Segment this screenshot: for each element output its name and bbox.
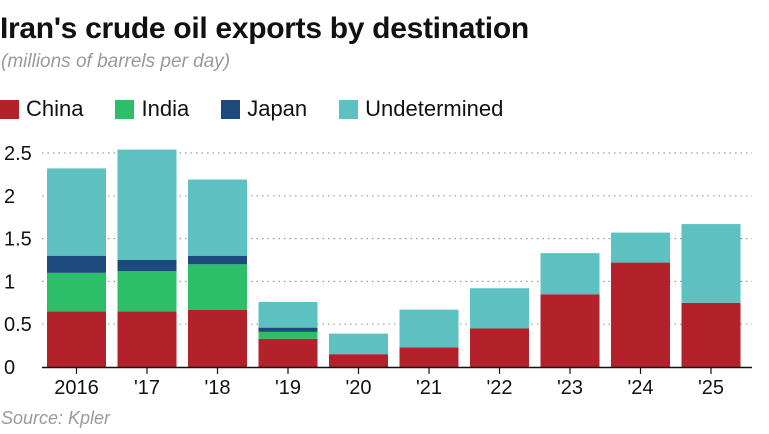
bar-segment-china [399,347,459,367]
bar-stack [540,253,600,367]
bar-segment-undetermined [329,333,388,355]
bar-segment-india [47,272,106,312]
legend-item-undetermined: Undetermined [339,96,503,122]
bars [47,149,741,367]
bar-stack [470,288,529,367]
bar-stack [258,301,318,367]
x-tick-label: '18 [204,377,230,399]
bar-stack [329,333,388,367]
x-tick-label: '17 [134,377,160,399]
legend-item-japan: Japan [221,96,307,122]
y-axis-ticks: 0 0.5 1 1.5 2 2.5 [4,143,32,379]
legend-item-india: India [115,96,189,122]
bar-segment-undetermined [399,309,459,348]
legend-swatch-china [0,99,19,119]
bar-segment-undetermined [117,149,177,260]
x-tick-label: 2016 [54,377,99,399]
legend-label-china: China [26,96,84,121]
bar-segment-china [117,311,177,367]
legend-label-undetermined: Undetermined [365,96,504,121]
legend-label-india: India [141,96,190,121]
x-tick-label: '24 [627,377,653,399]
legend-swatch-undetermined [339,99,359,119]
y-tick-label: 2 [4,186,15,208]
bar-segment-china [258,338,318,367]
bar-segment-undetermined [47,168,106,256]
bar-segment-japan [188,255,247,265]
bar-stack [47,168,106,367]
bar-segment-japan [47,255,106,273]
bar-segment-undetermined [258,301,318,328]
legend-swatch-india [115,99,135,119]
y-tick-label: 2.5 [4,143,32,165]
y-tick-label: 1.5 [4,229,32,251]
bar-segment-undetermined [681,224,741,303]
bar-segment-china [47,311,106,367]
x-tick-label: '25 [698,377,724,399]
bar-stack [611,232,670,367]
source-note: Source: Kpler [1,408,111,428]
y-tick-label: 1 [4,271,15,293]
bar-segment-china [188,309,247,367]
x-tick-label: '23 [557,377,583,399]
bar-segment-china [329,354,388,367]
bar-segment-undetermined [188,179,247,256]
x-axis-ticks: 2016 '17 '18 '19 '20 '21 '22 '23 '24 '25 [42,366,752,399]
legend: China India Japan Undetermined [0,96,503,122]
x-tick-label: '19 [275,377,301,399]
x-tick-label: '20 [345,377,371,399]
bar-stack [681,224,741,367]
legend-swatch-japan [221,99,241,119]
bar-segment-india [258,331,318,339]
bar-segment-india [188,264,247,310]
chart-title: Iran's crude oil exports by destination [0,12,529,45]
bar-segment-china [470,328,529,367]
chart-subtitle: (millions of barrels per day) [1,51,231,72]
y-tick-label: 0.5 [4,314,32,336]
bar-segment-china [611,262,670,367]
x-tick-label: '22 [486,377,512,399]
bar-segment-undetermined [470,288,529,329]
bar-stack [188,179,247,367]
bar-stack [399,309,459,367]
bar-segment-undetermined [540,253,600,295]
bar-segment-japan [117,260,177,272]
bar-segment-india [117,271,177,312]
bar-segment-undetermined [611,232,670,263]
bar-segment-japan [258,327,318,332]
legend-item-china: China [0,96,83,122]
legend-label-japan: Japan [247,96,308,121]
y-tick-label: 0 [4,357,15,379]
bar-stack [117,149,177,367]
bar-segment-china [540,294,600,367]
bar-segment-china [681,302,741,367]
x-tick-label: '21 [416,377,442,399]
